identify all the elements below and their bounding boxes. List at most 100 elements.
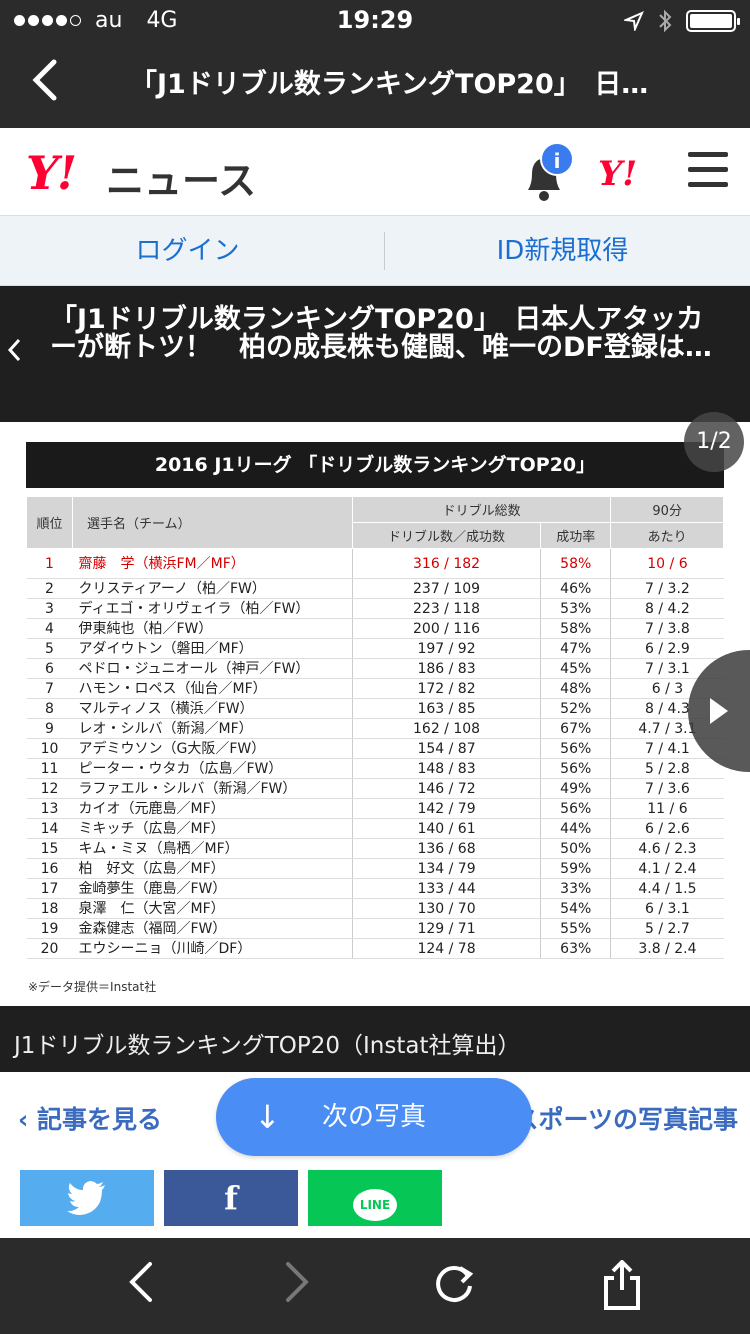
browser-title-bar: 「J1ドリブル数ランキングTOP20」 日… <box>0 40 750 128</box>
rank-cell: 11 <box>26 758 73 779</box>
rank-cell: 19 <box>26 918 73 939</box>
rank-cell: 4 <box>26 618 73 639</box>
table-row: 16 柏 好文（広島／MF） 134 / 79 59% 4.1 / 2.4 <box>26 858 724 879</box>
count-cell: 130 / 70 <box>351 898 541 919</box>
sports-photos-link[interactable]: スポーツの写真記事 <box>513 1105 738 1134</box>
read-article-label: 記事を見る <box>37 1105 163 1134</box>
count-cell: 163 / 85 <box>351 698 541 719</box>
rate-cell: 56% <box>540 798 611 819</box>
count-cell: 134 / 79 <box>351 858 541 879</box>
rank-cell: 5 <box>26 638 73 659</box>
rank-cell: 15 <box>26 838 73 859</box>
per90-cell: 7 / 3.2 <box>610 578 724 599</box>
per90-cell: 11 / 6 <box>610 798 724 819</box>
twitter-icon <box>67 1181 105 1215</box>
facebook-share-button[interactable]: f <box>164 1170 298 1226</box>
status-time: 19:29 <box>336 6 414 34</box>
per90-cell: 10 / 6 <box>610 548 724 579</box>
rate-cell: 49% <box>540 778 611 799</box>
reload-icon[interactable] <box>432 1260 476 1316</box>
rank-cell: 10 <box>26 738 73 759</box>
table-row: 9 レオ・シルバ（新潟／MF） 162 / 108 67% 4.7 / 3.1 <box>26 718 724 739</box>
player-cell: ミキッチ（広島／MF） <box>72 818 353 839</box>
twitter-share-button[interactable] <box>20 1170 154 1226</box>
per90-cell: 7 / 3.8 <box>610 618 724 639</box>
yahoo-top-icon[interactable]: Y! <box>598 154 638 194</box>
read-article-link[interactable]: ‹ 記事を見る <box>18 1105 163 1134</box>
per90-cell: 5 / 2.8 <box>610 758 724 779</box>
per90-cell: 4.1 / 2.4 <box>610 858 724 879</box>
notification-badge[interactable]: i <box>540 142 574 176</box>
rank-cell: 20 <box>26 938 73 959</box>
per90-cell: 8 / 4.2 <box>610 598 724 619</box>
player-cell: カイオ（元鹿島／MF） <box>72 798 353 819</box>
player-cell: ラファエル・シルバ（新潟／FW） <box>72 778 353 799</box>
battery-icon <box>686 10 740 32</box>
share-icon[interactable] <box>602 1259 642 1320</box>
rate-cell: 53% <box>540 598 611 619</box>
photo-counter: 1/2 <box>684 412 744 472</box>
line-icon: LINE <box>353 1189 397 1221</box>
player-cell: 金森健志（福岡／FW） <box>72 918 353 939</box>
signal-strength-icon <box>14 15 81 26</box>
prev-article-icon[interactable] <box>6 336 22 371</box>
hamburger-menu-icon[interactable] <box>688 152 728 188</box>
table-row: 6 ペドロ・ジュニオール（神戸／FW） 186 / 83 45% 7 / 3.1 <box>26 658 724 679</box>
table-row: 12 ラファエル・シルバ（新潟／FW） 146 / 72 49% 7 / 3.6 <box>26 778 724 799</box>
rank-cell: 8 <box>26 698 73 719</box>
col-player: 選手名（チーム） <box>72 496 353 549</box>
status-right <box>624 9 740 33</box>
count-cell: 172 / 82 <box>351 678 541 699</box>
status-bar: au 4G 19:29 <box>0 0 750 40</box>
article-title: 「J1ドリブル数ランキングTOP20」 日本人アタッカーが断トツ！ 柏の成長株も… <box>50 304 712 363</box>
table-row: 18 泉澤 仁（大宮／MF） 130 / 70 54% 6 / 3.1 <box>26 898 724 919</box>
table-row: 4 伊東純也（柏／FW） 200 / 116 58% 7 / 3.8 <box>26 618 724 639</box>
table-row: 17 金崎夢生（鹿島／FW） 133 / 44 33% 4.4 / 1.5 <box>26 878 724 899</box>
register-link[interactable]: ID新規取得 <box>496 236 629 266</box>
forward-icon[interactable] <box>282 1260 312 1314</box>
bluetooth-icon <box>659 9 672 33</box>
table-row: 7 ハモン・ロペス（仙台／MF） 172 / 82 48% 6 / 3 <box>26 678 724 699</box>
rate-cell: 67% <box>540 718 611 739</box>
carrier-name: au <box>95 8 123 33</box>
per90-cell: 4.6 / 2.3 <box>610 838 724 859</box>
rate-cell: 59% <box>540 858 611 879</box>
table-row: 19 金森健志（福岡／FW） 129 / 71 55% 5 / 2.7 <box>26 918 724 939</box>
rate-cell: 54% <box>540 898 611 919</box>
count-cell: 200 / 116 <box>351 618 541 639</box>
facebook-icon: f <box>224 1179 238 1217</box>
back-icon[interactable] <box>126 1260 156 1314</box>
rate-cell: 50% <box>540 838 611 859</box>
rank-cell: 12 <box>26 778 73 799</box>
rank-cell: 9 <box>26 718 73 739</box>
player-cell: アダイウトン（磐田／MF） <box>72 638 353 659</box>
next-photo-button[interactable]: ↓ 次の写真 <box>216 1078 532 1156</box>
rank-cell: 1 <box>26 548 73 579</box>
browser-top-bar: au 4G 19:29 「J1ドリブル数ランキングTOP20」 日… <box>0 0 750 128</box>
rate-cell: 44% <box>540 818 611 839</box>
table-row: 10 アデミウソン（G大阪／FW） 154 / 87 56% 7 / 4.1 <box>26 738 724 759</box>
col-count: ドリブル数／成功数 <box>351 522 542 549</box>
per90-cell: 6 / 2.6 <box>610 818 724 839</box>
article-section: 「J1ドリブル数ランキングTOP20」 日本人アタッカーが断トツ！ 柏の成長株も… <box>0 286 750 1072</box>
rank-cell: 7 <box>26 678 73 699</box>
count-cell: 237 / 109 <box>351 578 541 599</box>
yahoo-logo[interactable]: Y! <box>26 146 77 200</box>
news-logo-text[interactable]: ニュース <box>106 159 257 203</box>
rate-cell: 56% <box>540 738 611 759</box>
rate-cell: 46% <box>540 578 611 599</box>
table-row: 1 齋藤 学（横浜FM／MF） 316 / 182 58% 10 / 6 <box>26 548 724 579</box>
browser-page-title: 「J1ドリブル数ランキングTOP20」 日… <box>130 69 649 100</box>
table-heading: 2016 J1リーグ 「ドリブル数ランキングTOP20」 <box>26 442 724 488</box>
player-cell: ピーター・ウタカ（広島／FW） <box>72 758 353 779</box>
count-cell: 129 / 71 <box>351 918 541 939</box>
rate-cell: 52% <box>540 698 611 719</box>
browser-back-icon[interactable] <box>30 58 60 109</box>
line-share-button[interactable]: LINE <box>308 1170 442 1226</box>
table-row: 20 エウシーニョ（川崎／DF） 124 / 78 63% 3.8 / 2.4 <box>26 938 724 959</box>
browser-toolbar <box>0 1238 750 1334</box>
login-link[interactable]: ログイン <box>135 236 240 266</box>
next-photo-label: 次の写真 <box>321 1102 426 1132</box>
ranking-table: 順位 選手名（チーム） ドリブル総数 90分 ドリブル数／成功数 成功率 あたり… <box>26 496 724 959</box>
player-cell: ハモン・ロペス（仙台／MF） <box>72 678 353 699</box>
